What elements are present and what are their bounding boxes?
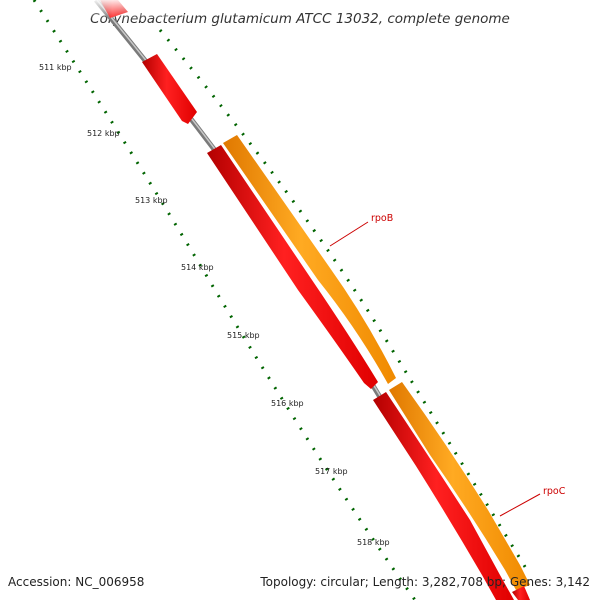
kbp-label-515: 515 kbp	[227, 331, 260, 340]
kbp-label-513: 513 kbp	[135, 196, 168, 205]
gene-rpoC	[389, 382, 530, 590]
kbp-label-517: 517 kbp	[315, 467, 348, 476]
ruler-inner-track	[32, 0, 417, 600]
gene-rpoB	[223, 135, 396, 384]
top-fade	[90, 0, 170, 20]
cds-rpoB	[207, 145, 378, 389]
kbp-label-516: 516 kbp	[271, 399, 304, 408]
rpoB-label-line	[329, 221, 369, 247]
backbone-highlight	[96, 0, 502, 600]
cds-segment-upper	[142, 54, 197, 124]
cds-rpoC	[373, 392, 514, 600]
kbp-label-511: 511 kbp	[39, 63, 72, 72]
ruler-outer-track	[158, 29, 532, 576]
gene-label-rpoC: rpoC	[543, 486, 566, 497]
kbp-label-512: 512 kbp	[87, 129, 120, 138]
rpoC-label-line	[499, 493, 541, 517]
accession-text: Accession: NC_006958	[8, 575, 144, 589]
kbp-label-514: 514 kbp	[181, 263, 214, 272]
gene-label-rpoB: rpoB	[371, 213, 393, 224]
genome-summary-text: Topology: circular; Length: 3,282,708 bp…	[259, 575, 590, 589]
backbone-line	[94, 0, 503, 600]
map-title: Corynebacterium glutamicum ATCC 13032, c…	[90, 11, 510, 27]
cds-rpoC-tail	[512, 586, 530, 600]
kbp-label-518: 518 kbp	[357, 538, 390, 547]
